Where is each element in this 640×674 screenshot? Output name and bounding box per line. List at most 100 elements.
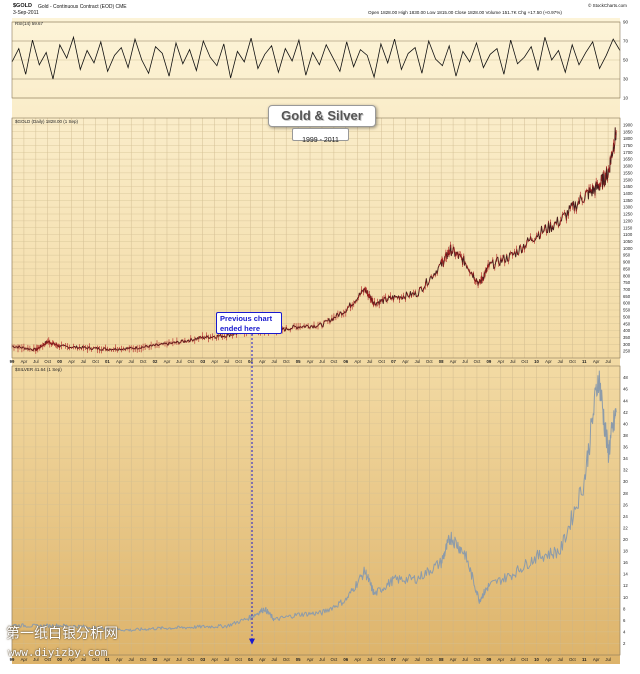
silver-x-tick-label: 06: [343, 657, 348, 662]
gold-x-tick-label: Jul: [272, 359, 278, 364]
chart-description: Gold - Continuous Contract (EOD) CME: [38, 3, 127, 10]
silver-panel-frame: [11, 365, 621, 656]
watermark-chinese: 第一纸白银分析网: [6, 626, 118, 642]
silver-x-tick-label: 99: [10, 657, 15, 662]
gold-x-tick-label: 09: [486, 359, 491, 364]
gold-y-tick-label: 1550: [623, 170, 633, 175]
chart-subtitle: 1999 - 2011: [302, 137, 339, 144]
gold-y-tick-label: 1850: [623, 129, 633, 134]
rsi-y-tick-label: 30: [623, 77, 629, 82]
silver-y-tick-label: 12: [623, 583, 628, 588]
silver-y-tick-label: 8: [623, 606, 626, 611]
gold-x-tick-label: 00: [57, 359, 62, 364]
silver-x-tick-label: Oct: [92, 657, 99, 662]
silver-x-tick-label: 05: [296, 657, 301, 662]
gold-y-tick-label: 1800: [623, 136, 633, 141]
silver-x-tick-label: Oct: [331, 657, 338, 662]
gold-x-tick-label: Oct: [187, 359, 194, 364]
silver-x-tick-label: Apr: [402, 657, 409, 662]
gold-x-tick-label: 07: [391, 359, 396, 364]
gold-y-tick-label: 350: [623, 335, 631, 340]
silver-y-tick-label: 46: [623, 387, 628, 392]
silver-x-tick-label: 00: [57, 657, 62, 662]
gold-y-tick-label: 1000: [623, 246, 633, 251]
gold-y-tick-label: 750: [623, 280, 631, 285]
gold-x-tick-label: Oct: [92, 359, 99, 364]
gold-x-tick-label: 04: [248, 359, 253, 364]
gold-x-tick-label: Apr: [68, 359, 75, 364]
silver-x-tick-label: 04: [248, 657, 253, 662]
silver-x-tick-label: Oct: [521, 657, 528, 662]
silver-y-tick-label: 38: [623, 433, 628, 438]
silver-x-tick-label: Oct: [44, 657, 51, 662]
silver-x-tick-label: Jul: [367, 657, 373, 662]
silver-y-tick-label: 18: [623, 549, 628, 554]
silver-y-tick-label: 40: [623, 421, 628, 426]
gold-x-tick-label: Oct: [283, 359, 290, 364]
gold-y-tick-label: 950: [623, 253, 631, 258]
gold-x-tick-label: 99: [10, 359, 15, 364]
gold-x-tick-label: Apr: [21, 359, 28, 364]
gold-y-tick-label: 400: [623, 328, 631, 333]
gold-x-tick-label: Jul: [128, 359, 134, 364]
gold-y-tick-label: 1700: [623, 150, 633, 155]
gold-x-tick-label: Apr: [307, 359, 314, 364]
gold-x-tick-label: Jul: [319, 359, 325, 364]
gold-y-tick-label: 1900: [623, 122, 633, 127]
silver-x-tick-label: Jul: [605, 657, 611, 662]
chart-symbol: $GOLD: [13, 3, 32, 9]
rsi-y-tick-label: 70: [623, 39, 629, 44]
gold-y-tick-label: 700: [623, 287, 631, 292]
gold-x-tick-label: 03: [200, 359, 205, 364]
gold-y-tick-label: 1100: [623, 232, 633, 237]
gold-x-tick-label: Apr: [164, 359, 171, 364]
chart-source: © StockCharts.com: [588, 3, 627, 8]
chart-quote: Open 1828.00 High 1830.00 Low 1815.00 Cl…: [368, 10, 562, 15]
silver-x-tick-label: Oct: [187, 657, 194, 662]
silver-x-tick-label: Apr: [211, 657, 218, 662]
silver-x-tick-label: 09: [486, 657, 491, 662]
silver-x-tick-label: Oct: [378, 657, 385, 662]
silver-x-tick-label: Apr: [68, 657, 75, 662]
gold-x-tick-label: Oct: [378, 359, 385, 364]
gold-x-tick-label: Apr: [593, 359, 600, 364]
gold-x-tick-label: Apr: [402, 359, 409, 364]
silver-x-tick-label: Jul: [319, 657, 325, 662]
gold-x-tick-label: Jul: [367, 359, 373, 364]
gold-y-tick-label: 1500: [623, 177, 633, 182]
silver-y-tick-label: 20: [623, 537, 628, 542]
silver-x-tick-label: Apr: [593, 657, 600, 662]
gold-x-tick-label: Jul: [415, 359, 421, 364]
silver-y-tick-label: 42: [623, 410, 628, 415]
gold-y-tick-label: 1750: [623, 143, 633, 148]
silver-x-tick-label: Apr: [259, 657, 266, 662]
silver-y-tick-label: 10: [623, 595, 628, 600]
rsi-panel-frame: [11, 21, 621, 99]
gold-x-tick-label: 02: [153, 359, 158, 364]
gold-x-tick-label: Jul: [510, 359, 516, 364]
gold-y-tick-label: 1300: [623, 205, 633, 210]
silver-x-tick-label: 03: [200, 657, 205, 662]
chart-date: 3-Sep-2011: [13, 10, 39, 16]
gold-y-tick-label: 1200: [623, 218, 633, 223]
silver-y-tick-label: 2: [623, 641, 626, 646]
gold-x-tick-label: Oct: [140, 359, 147, 364]
silver-x-tick-label: Apr: [497, 657, 504, 662]
silver-x-tick-label: Apr: [450, 657, 457, 662]
silver-y-tick-label: 14: [623, 572, 628, 577]
gold-x-tick-label: Jul: [462, 359, 468, 364]
silver-y-tick-label: 48: [623, 375, 628, 380]
gold-y-tick-label: 650: [623, 294, 631, 299]
gold-y-tick-label: 900: [623, 260, 631, 265]
rsi-series-line: [11, 35, 621, 80]
silver-x-tick-label: Apr: [545, 657, 552, 662]
silver-panel-label: $SILVER 41.64 (1 Sep): [15, 367, 62, 372]
gold-y-tick-label: 800: [623, 273, 631, 278]
gold-x-tick-label: 10: [534, 359, 539, 364]
silver-x-tick-label: Jul: [462, 657, 468, 662]
silver-y-tick-label: 36: [623, 445, 628, 450]
rsi-panel-label: RSI(14) 59.67: [15, 21, 44, 26]
annotation-box: Previous chart ended here: [216, 312, 282, 334]
gold-x-tick-label: Oct: [521, 359, 528, 364]
gold-x-tick-label: Apr: [545, 359, 552, 364]
